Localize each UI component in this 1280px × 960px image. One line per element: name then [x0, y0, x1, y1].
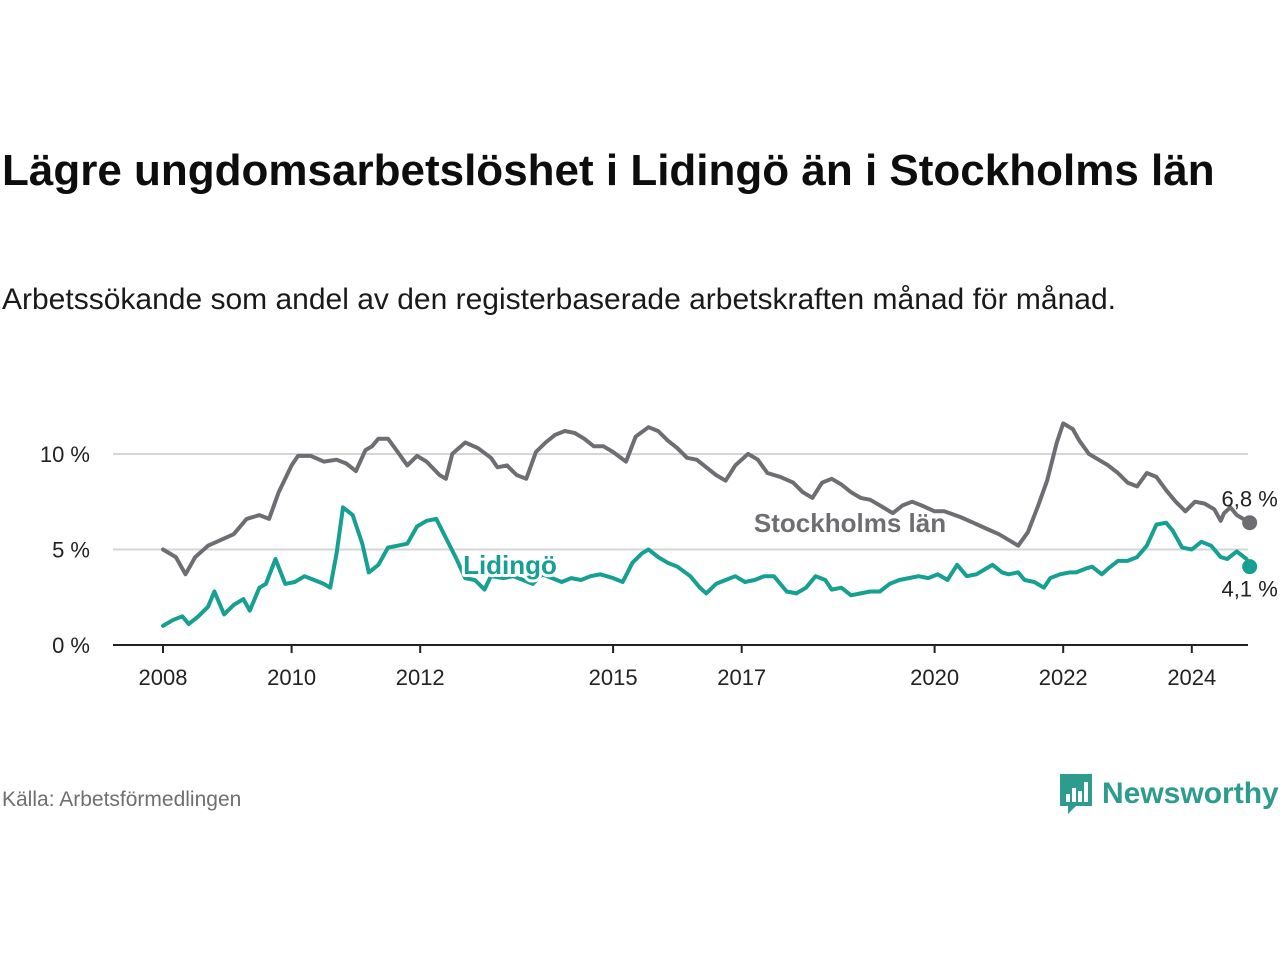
- stockholm-series-label: Stockholms län: [754, 508, 946, 538]
- x-tick-label: 2010: [267, 665, 316, 690]
- bar-chart-speech-icon: [1060, 774, 1092, 814]
- x-tick-label: 2024: [1167, 665, 1216, 690]
- lidingo-end-label: 4,1 %: [1222, 577, 1278, 602]
- y-tick-label: 5 %: [52, 537, 90, 562]
- chart-title: Lägre ungdomsarbetslöshet i Lidingö än i…: [2, 146, 1215, 195]
- x-tick-label: 2012: [396, 665, 445, 690]
- source-note: Källa: Arbetsförmedlingen: [2, 788, 242, 811]
- x-tick-label: 2008: [139, 665, 188, 690]
- x-tick-label: 2017: [717, 665, 766, 690]
- brand-name: Newsworthy: [1102, 777, 1279, 810]
- chart-subtitle: Arbetssökande som andel av den registerb…: [2, 283, 1116, 316]
- brand-logo: Newsworthy: [1058, 772, 1279, 816]
- x-tick-label: 2022: [1039, 665, 1088, 690]
- stockholm-line: [161, 421, 1252, 577]
- x-tick-label: 2020: [910, 665, 959, 690]
- lidingo-end-marker: [1242, 559, 1258, 575]
- y-tick-label: 0 %: [52, 633, 90, 658]
- x-tick-label: 2015: [589, 665, 638, 690]
- line-chart: 0 % 5 % 10 % 2008 2010 2012 2015 2017 2020 2022 20…: [40, 421, 1278, 690]
- lidingo-line: [161, 505, 1252, 628]
- lidingo-series-label: Lidingö: [463, 550, 557, 580]
- y-tick-label: 10 %: [40, 442, 90, 467]
- stockholm-end-marker: [1242, 515, 1258, 531]
- stockholm-end-label: 6,8 %: [1222, 487, 1278, 512]
